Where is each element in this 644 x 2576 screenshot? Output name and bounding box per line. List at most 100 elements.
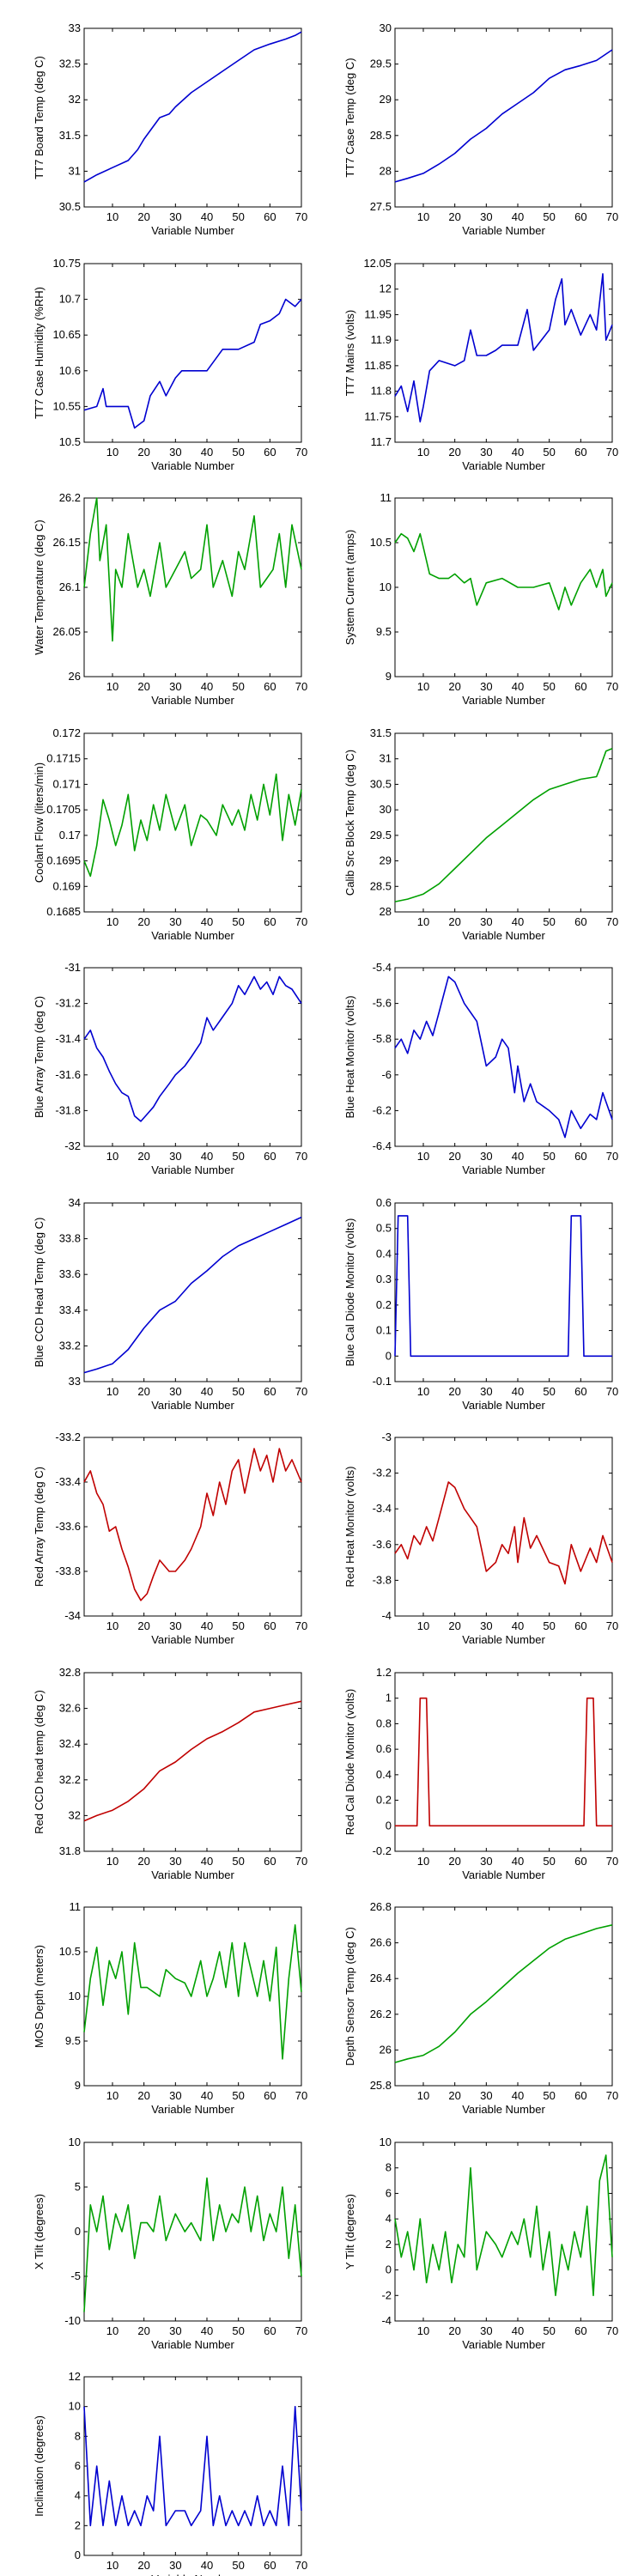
y-axis-title: Blue Array Temp (deg C) bbox=[33, 996, 46, 1118]
y-tick-label: 26.05 bbox=[52, 625, 81, 638]
x-axis-title: Variable Number bbox=[151, 1868, 234, 1881]
y-tick-label: 0.3 bbox=[376, 1273, 392, 1285]
x-tick-label: 70 bbox=[606, 1619, 618, 1632]
x-tick-label: 40 bbox=[201, 1385, 213, 1398]
x-tick-label: 10 bbox=[417, 1385, 429, 1398]
y-tick-label: 26.15 bbox=[52, 536, 81, 549]
y-tick-label: 32.5 bbox=[59, 58, 81, 70]
y-tick-label: 0.6 bbox=[376, 1742, 392, 1755]
x-tick-label: 30 bbox=[169, 2324, 181, 2337]
y-axis-title: TT7 Board Temp (deg C) bbox=[33, 56, 46, 179]
y-tick-label: 32.4 bbox=[59, 1737, 81, 1750]
y-axis-title: Blue Heat Monitor (volts) bbox=[343, 995, 356, 1118]
x-tick-label: 20 bbox=[137, 1619, 149, 1632]
y-tick-label: -33.6 bbox=[55, 1520, 81, 1533]
x-tick-label: 10 bbox=[106, 1619, 118, 1632]
series-line bbox=[83, 497, 302, 642]
x-tick-label: 60 bbox=[264, 915, 276, 928]
chart-panel-11: 10 20 30 40 50 60 70 33 33.2 33.4 33.6 33.8 34 Variab… bbox=[33, 1196, 307, 1412]
y-tick-label: 0 bbox=[386, 2263, 392, 2276]
y-axis-title: Y Tilt (degrees) bbox=[343, 2194, 356, 2269]
x-tick-label: 70 bbox=[606, 210, 618, 223]
x-tick-label: 20 bbox=[137, 1150, 149, 1163]
x-tick-label: 50 bbox=[232, 1855, 244, 1868]
x-tick-label: 20 bbox=[137, 2324, 149, 2337]
y-tick-label: 26.4 bbox=[370, 1971, 392, 1984]
plot-area bbox=[394, 1672, 613, 1852]
series-line bbox=[394, 2154, 613, 2297]
x-tick-label: 30 bbox=[480, 1619, 492, 1632]
x-tick-label: 30 bbox=[169, 1855, 181, 1868]
x-tick-label: 10 bbox=[106, 1855, 118, 1868]
y-tick-label: -31.8 bbox=[55, 1103, 81, 1116]
y-tick-label: 26.6 bbox=[370, 1936, 392, 1949]
x-tick-label: 70 bbox=[606, 680, 618, 693]
y-axis-title: Water Temperature (deg C) bbox=[33, 519, 46, 655]
y-tick-label: 11.85 bbox=[364, 359, 392, 372]
x-tick-label: 70 bbox=[295, 680, 307, 693]
x-tick-label: 50 bbox=[232, 680, 244, 693]
x-tick-label: 40 bbox=[201, 915, 213, 928]
chart-panel-20: 10 20 30 40 50 60 70 -4 -2 0 2 4 6 8 10 Variable Number… bbox=[343, 2136, 618, 2351]
x-tick-label: 50 bbox=[543, 1385, 555, 1398]
x-tick-label: 60 bbox=[264, 1855, 276, 1868]
y-tick-label: 32 bbox=[69, 1808, 81, 1821]
x-tick-label: 70 bbox=[295, 1855, 307, 1868]
x-tick-label: 50 bbox=[543, 1619, 555, 1632]
y-tick-label: 25.8 bbox=[370, 2079, 392, 2092]
y-tick-label: 0 bbox=[75, 2225, 81, 2238]
x-tick-label: 70 bbox=[295, 2089, 307, 2102]
y-tick-label: 0.171 bbox=[52, 777, 81, 790]
y-tick-label: 0.4 bbox=[376, 1768, 392, 1781]
series-line bbox=[395, 1697, 612, 1827]
y-tick-label: 10.5 bbox=[59, 1945, 81, 1958]
y-tick-label: 32 bbox=[69, 93, 81, 106]
y-tick-label: 1 bbox=[386, 1692, 392, 1704]
x-tick-label: 20 bbox=[448, 2324, 460, 2337]
x-tick-label: 30 bbox=[169, 915, 181, 928]
y-tick-label: 29 bbox=[380, 854, 392, 867]
x-tick-label: 20 bbox=[448, 915, 460, 928]
y-tick-label: -4 bbox=[381, 1609, 392, 1622]
chart-panel-13: 10 20 30 40 50 60 70 -34 -33.8 -33.6 -33.4 -33.2 Var… bbox=[33, 1431, 307, 1646]
x-tick-label: 60 bbox=[264, 1619, 276, 1632]
y-tick-label: 33.8 bbox=[59, 1232, 81, 1245]
y-tick-label: 28.5 bbox=[370, 879, 392, 892]
y-tick-label: 0.6 bbox=[376, 1196, 392, 1209]
y-tick-label: 11.7 bbox=[371, 435, 392, 448]
x-tick-label: 70 bbox=[606, 2089, 618, 2102]
x-tick-label: 50 bbox=[232, 210, 244, 223]
x-axis-title: Variable Number bbox=[151, 929, 234, 942]
x-tick-label: 20 bbox=[448, 2089, 460, 2102]
x-tick-label: 30 bbox=[480, 2089, 492, 2102]
chart-panel-16: 10 20 30 40 50 60 70 -0.2 0 0.2 0.4 0.6 0.8 1 1.2 Varia… bbox=[343, 1666, 618, 1881]
x-tick-label: 60 bbox=[574, 680, 586, 693]
series-line bbox=[394, 975, 613, 1139]
x-tick-label: 20 bbox=[137, 680, 149, 693]
series-line bbox=[83, 2177, 302, 2312]
x-tick-label: 10 bbox=[417, 446, 429, 459]
x-tick-label: 40 bbox=[201, 2089, 213, 2102]
series-line bbox=[83, 975, 302, 1122]
x-tick-label: 70 bbox=[606, 1150, 618, 1163]
chart-panel-17: 10 20 30 40 50 60 70 9 9.5 10 10.5 11 Variable Numbe… bbox=[33, 1900, 307, 2116]
y-tick-label: 8 bbox=[386, 2161, 392, 2174]
x-axis-title: Variable Number bbox=[462, 224, 545, 237]
x-tick-label: 70 bbox=[295, 915, 307, 928]
y-tick-label: 2 bbox=[75, 2518, 81, 2531]
y-tick-label: 0 bbox=[386, 1819, 392, 1832]
y-tick-label: 0.172 bbox=[52, 726, 81, 739]
x-tick-label: 50 bbox=[232, 2559, 244, 2572]
x-tick-label: 20 bbox=[448, 1385, 460, 1398]
x-tick-label: 50 bbox=[232, 2089, 244, 2102]
x-tick-label: 10 bbox=[106, 210, 118, 223]
y-axis-title: Calib Src Block Temp (deg C) bbox=[343, 750, 356, 896]
chart-panel-5: 10 20 30 40 50 60 70 26 26.05 26.1 26.15 26.2 Variab… bbox=[33, 491, 307, 707]
plot-area bbox=[83, 497, 302, 677]
y-tick-label: -31.4 bbox=[55, 1032, 81, 1045]
x-tick-label: 20 bbox=[137, 915, 149, 928]
y-tick-label: 9.5 bbox=[376, 625, 392, 638]
series-line bbox=[394, 532, 613, 611]
x-axis-title: Variable Number bbox=[462, 1868, 545, 1881]
x-tick-label: 10 bbox=[417, 1150, 429, 1163]
